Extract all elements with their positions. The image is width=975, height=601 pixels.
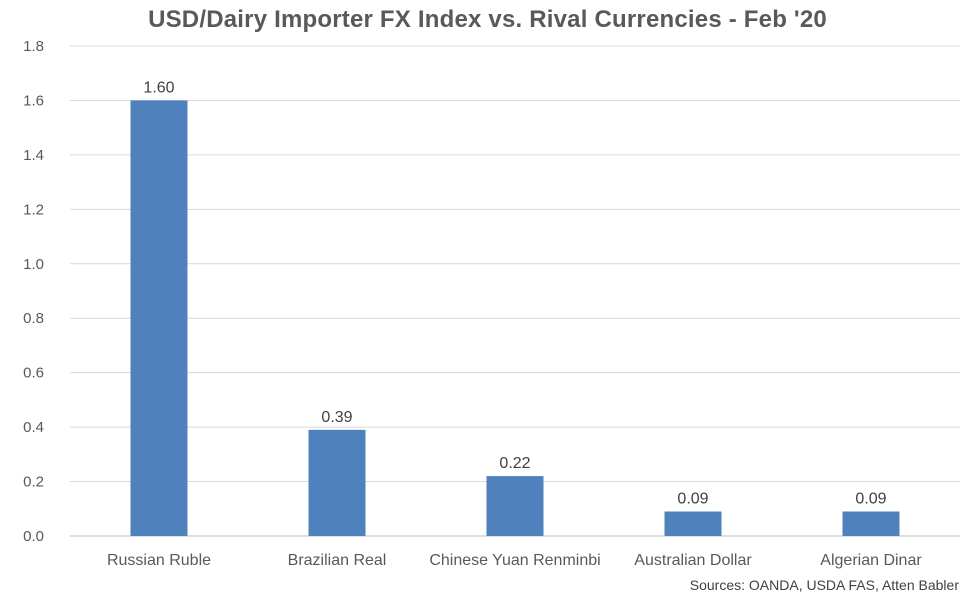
x-tick-label: Brazilian Real	[288, 552, 387, 569]
y-tick-label: 0.8	[23, 310, 44, 327]
y-tick-label: 1.6	[23, 92, 44, 109]
x-tick-label: Chinese Yuan Renminbi	[429, 552, 600, 569]
y-tick-label: 1.2	[23, 201, 44, 218]
data-label: 0.22	[499, 455, 530, 472]
bar	[664, 511, 722, 536]
bar	[842, 511, 900, 536]
bar	[486, 476, 544, 536]
x-tick-label: Russian Ruble	[107, 552, 211, 569]
source-note: Sources: OANDA, USDA FAS, Atten Babler	[689, 577, 959, 593]
y-tick-label: 1.8	[23, 38, 44, 55]
bar	[308, 429, 366, 536]
x-tick-label: Australian Dollar	[634, 552, 752, 569]
data-label: 0.09	[855, 491, 886, 508]
chart-title: USD/Dairy Importer FX Index vs. Rival Cu…	[148, 6, 827, 33]
y-tick-label: 0.2	[23, 474, 44, 491]
data-label: 0.09	[677, 491, 708, 508]
y-tick-label: 0.4	[23, 419, 44, 436]
x-tick-label: Algerian Dinar	[820, 552, 922, 569]
bar	[130, 100, 188, 536]
y-tick-label: 0.6	[23, 365, 44, 382]
y-tick-label: 1.0	[23, 256, 44, 273]
data-label: 0.39	[321, 409, 352, 426]
y-tick-label: 0.0	[23, 528, 44, 545]
y-tick-label: 1.4	[23, 147, 44, 164]
data-label: 1.60	[143, 79, 174, 96]
